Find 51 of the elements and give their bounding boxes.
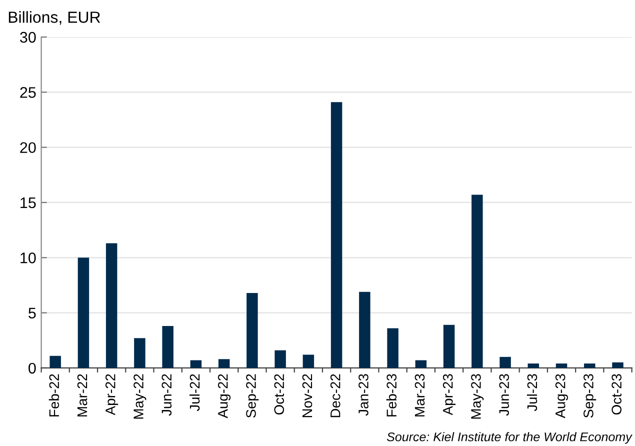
x-tick-label: Apr-22 bbox=[105, 374, 118, 416]
x-tick-label: May-22 bbox=[134, 374, 146, 419]
bar bbox=[330, 102, 342, 368]
x-tick-label: Feb-22 bbox=[48, 374, 60, 416]
bar bbox=[246, 292, 258, 368]
x-tick-label: Aug-22 bbox=[218, 374, 231, 418]
x-tick-label: Jul-22 bbox=[189, 374, 200, 412]
x-tick-label: May-23 bbox=[471, 374, 484, 419]
bar bbox=[50, 356, 61, 368]
x-tick-label: Sep-22 bbox=[246, 374, 259, 418]
x-tick-label: Mar-23 bbox=[414, 374, 425, 416]
x-tick-label: Dec-22 bbox=[330, 374, 340, 418]
y-tick-label: 25 bbox=[20, 87, 36, 98]
bar bbox=[556, 364, 568, 368]
x-tick-label: Apr-23 bbox=[442, 374, 456, 416]
y-tick-label: 20 bbox=[20, 142, 36, 154]
bar bbox=[387, 328, 398, 368]
bar bbox=[78, 258, 90, 368]
bar bbox=[584, 364, 596, 368]
bar bbox=[106, 243, 118, 368]
y-tick-label: 30 bbox=[20, 32, 36, 43]
bar bbox=[302, 354, 314, 368]
x-tick-label: Oct-22 bbox=[274, 374, 284, 415]
x-tick-label: Jan-23 bbox=[358, 374, 368, 416]
bar bbox=[190, 360, 202, 368]
y-tick-label: 5 bbox=[28, 308, 36, 318]
bar bbox=[134, 338, 146, 368]
y-tick-label: 15 bbox=[20, 198, 36, 208]
x-tick-label: Mar-22 bbox=[77, 374, 88, 416]
x-tick-label: Sep-23 bbox=[584, 374, 596, 418]
x-tick-label: Jun-23 bbox=[499, 374, 510, 416]
x-tick-label: Jul-23 bbox=[526, 374, 538, 412]
x-tick-label: Oct-23 bbox=[612, 374, 622, 415]
y-tick-label: 10 bbox=[20, 252, 36, 264]
bar bbox=[162, 326, 174, 368]
bar bbox=[274, 350, 286, 368]
x-tick-label: Jun-22 bbox=[162, 374, 172, 416]
x-tick-label: Nov-22 bbox=[302, 374, 312, 418]
bar bbox=[443, 324, 455, 368]
chart-subtitle: Billions, EUR bbox=[8, 11, 100, 25]
source-note: Source: Kiel Institute for the World Economy bbox=[386, 432, 632, 444]
bar bbox=[528, 364, 540, 368]
bar bbox=[218, 359, 230, 368]
bar bbox=[359, 292, 370, 368]
bar bbox=[612, 362, 624, 368]
x-tick-label: Feb-23 bbox=[386, 374, 397, 416]
bar bbox=[415, 360, 427, 368]
bar bbox=[500, 356, 511, 368]
y-tick-label: 0 bbox=[28, 362, 36, 374]
bar bbox=[472, 194, 483, 368]
x-tick-label: Aug-23 bbox=[555, 374, 568, 418]
